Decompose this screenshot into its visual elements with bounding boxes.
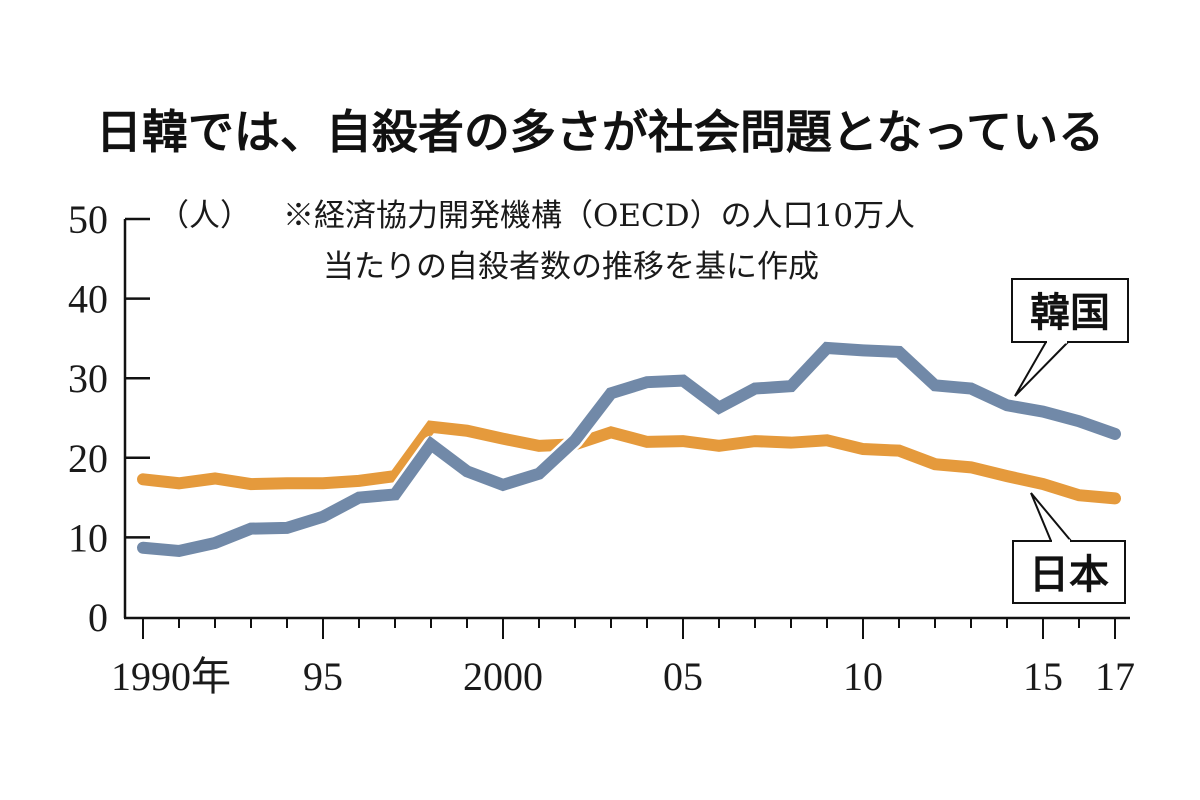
chart-title: 日韓では、自殺者の多さが社会問題となっている bbox=[96, 105, 1104, 159]
x-tick-label: 10 bbox=[843, 654, 883, 699]
legend-korea-label: 韓国 bbox=[1030, 290, 1110, 336]
y-tick-label: 30 bbox=[68, 356, 108, 401]
note-line-1: ※経済協力開発機構（OECD）の人口10万人 bbox=[283, 198, 915, 234]
axes: 0 10 20 30 40 50 1990年 95 2000 05 10 15 17 bbox=[68, 197, 1135, 699]
legend-japan-box bbox=[1012, 540, 1126, 604]
y-tick-label: 40 bbox=[68, 277, 108, 322]
note-line-2: 当たりの自殺者数の推移を基に作成 bbox=[323, 249, 819, 285]
y-tick-label: 0 bbox=[88, 595, 108, 640]
y-tick-label: 50 bbox=[68, 197, 108, 242]
series-line-japan bbox=[137, 420, 1121, 505]
legend-japan-label: 日本 bbox=[1029, 552, 1109, 598]
x-tick-label: 17 bbox=[1095, 654, 1135, 699]
x-tick-label: 95 bbox=[303, 654, 343, 699]
x-tick-label: 2000 bbox=[463, 654, 543, 699]
legend-korea-box bbox=[1011, 278, 1129, 343]
x-tick-label: 15 bbox=[1023, 654, 1063, 699]
legend-japan-pointer bbox=[1030, 492, 1072, 542]
y-tick-label: 10 bbox=[68, 515, 108, 560]
series-line-korea bbox=[137, 341, 1121, 557]
legend-korea: 韓国 bbox=[1011, 278, 1129, 397]
y-unit-label: （人） bbox=[158, 198, 251, 234]
series-halo-korea bbox=[134, 339, 1124, 560]
legend-japan: 日本 bbox=[1012, 492, 1126, 604]
legend-korea-pointer bbox=[1014, 341, 1069, 397]
series-layer bbox=[134, 339, 1124, 560]
x-tick-label: 1990年 bbox=[111, 654, 231, 699]
y-tick-label: 20 bbox=[68, 436, 108, 481]
x-tick-label: 05 bbox=[663, 654, 703, 699]
